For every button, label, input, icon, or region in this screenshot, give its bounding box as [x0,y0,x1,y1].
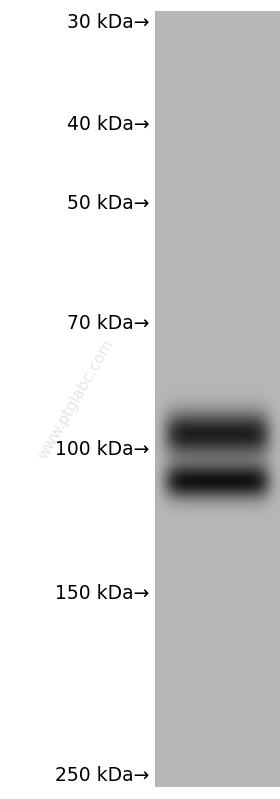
Text: 100 kDa→: 100 kDa→ [55,440,150,459]
Text: 70 kDa→: 70 kDa→ [67,314,150,332]
Text: 40 kDa→: 40 kDa→ [67,115,150,134]
Text: 50 kDa→: 50 kDa→ [67,194,150,213]
Text: 150 kDa→: 150 kDa→ [55,584,150,603]
Text: 30 kDa→: 30 kDa→ [67,13,150,32]
Text: 250 kDa→: 250 kDa→ [55,765,150,785]
Text: www.ptglabc.com: www.ptglabc.com [35,337,116,462]
